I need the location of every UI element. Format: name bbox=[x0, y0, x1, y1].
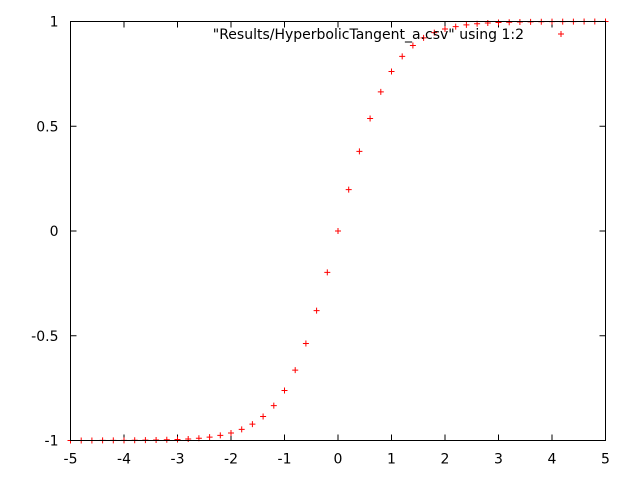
data-point bbox=[260, 413, 267, 420]
data-point bbox=[463, 21, 470, 28]
legend-label: "Results/HyperbolicTangent_a.csv" using … bbox=[213, 27, 524, 43]
x-tick-label: 4 bbox=[548, 452, 557, 468]
data-point bbox=[302, 340, 309, 347]
data-point bbox=[174, 436, 181, 443]
x-tick-label: -3 bbox=[171, 452, 185, 468]
data-point bbox=[228, 429, 234, 436]
data-point bbox=[484, 20, 491, 27]
data-point bbox=[495, 19, 502, 26]
data-point bbox=[163, 436, 170, 443]
x-tick-label: 5 bbox=[601, 452, 610, 468]
data-point bbox=[399, 53, 406, 60]
data-point bbox=[420, 34, 427, 41]
data-point bbox=[506, 19, 513, 26]
data-point bbox=[313, 307, 320, 314]
data-point bbox=[356, 148, 363, 155]
x-tick-label: -1 bbox=[278, 452, 292, 468]
data-points bbox=[67, 18, 609, 444]
legend: "Results/HyperbolicTangent_a.csv" using … bbox=[213, 27, 564, 43]
data-point bbox=[345, 186, 352, 193]
data-point bbox=[367, 115, 374, 122]
data-point bbox=[249, 421, 256, 428]
y-tick-label: 1 bbox=[50, 15, 59, 31]
x-tick-label: 0 bbox=[334, 452, 343, 468]
y-tick-label: 0.5 bbox=[36, 119, 58, 135]
plot-frame bbox=[70, 21, 606, 441]
y-tick-label: -1 bbox=[45, 434, 59, 450]
x-axis-ticks: -5 -4 -3 -2 -1 0 1 2 3 4 5 bbox=[64, 21, 610, 468]
x-tick-label: 2 bbox=[441, 452, 450, 468]
data-point bbox=[281, 387, 288, 394]
data-point bbox=[324, 269, 331, 276]
x-tick-label: -2 bbox=[224, 452, 238, 468]
x-tick-label: -5 bbox=[64, 452, 78, 468]
data-point bbox=[185, 435, 192, 442]
x-tick-label: 1 bbox=[387, 452, 396, 468]
legend-marker bbox=[558, 31, 564, 37]
data-point bbox=[388, 68, 395, 75]
data-point bbox=[335, 228, 341, 234]
data-point bbox=[270, 402, 277, 409]
data-point bbox=[238, 426, 245, 433]
y-tick-label: -0.5 bbox=[31, 329, 58, 345]
x-tick-label: -4 bbox=[117, 452, 131, 468]
data-point bbox=[377, 88, 384, 95]
data-point bbox=[452, 23, 459, 30]
data-point bbox=[431, 29, 438, 36]
data-point bbox=[409, 42, 416, 49]
data-point bbox=[206, 434, 213, 441]
data-point bbox=[442, 26, 448, 33]
y-tick-label: 0 bbox=[50, 224, 59, 240]
y-axis-ticks: -1 -0.5 0 0.5 1 bbox=[31, 15, 606, 450]
data-point bbox=[292, 367, 299, 374]
data-point bbox=[217, 432, 224, 439]
x-tick-label: 3 bbox=[494, 452, 503, 468]
